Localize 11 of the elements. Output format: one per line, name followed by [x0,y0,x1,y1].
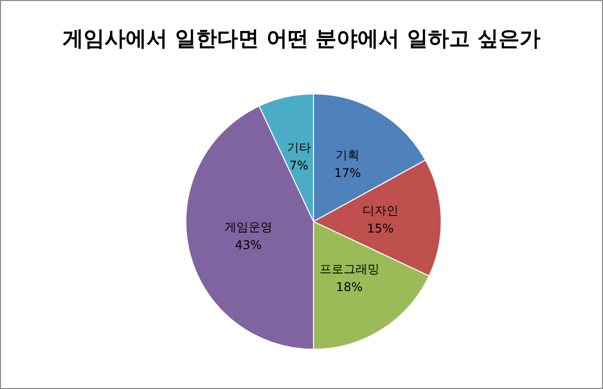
slice-label: 게임운영 [224,220,272,234]
data-label: 18% [336,280,363,294]
slice-label: 프로그래밍 [319,262,380,276]
data-label: 17% [334,166,361,180]
data-label: 15% [367,221,394,236]
slice-label: 기타 [286,140,311,154]
chart-title: 게임사에서 일한다면 어떤 분야에서 일하고 싶은가 [62,26,540,50]
slice-label: 기획 [336,148,360,162]
data-label: 7% [289,158,308,172]
data-label: 43% [234,238,262,252]
slice-label: 디자인 [362,203,398,218]
